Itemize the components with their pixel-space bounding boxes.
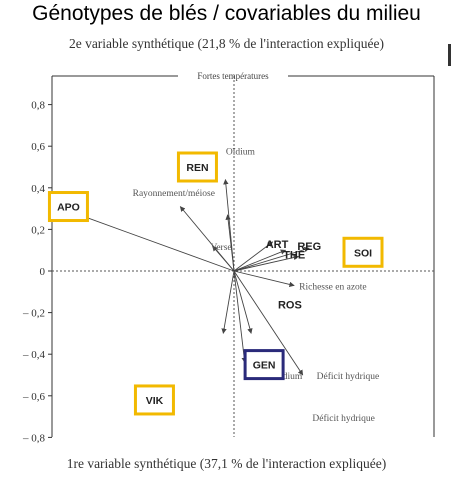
annotation-rayonnement-m-iose: Rayonnement/méiose <box>133 189 215 199</box>
y-tick-label: 0,4 <box>31 183 45 195</box>
genotype-label-apo: APO <box>57 202 80 214</box>
annotation-o-dium: Oïdium <box>273 372 303 382</box>
genotype-box-soi <box>342 236 384 268</box>
vector-verse <box>212 245 235 272</box>
genotype-box-vik <box>133 384 175 416</box>
genotype-label-soi: SOI <box>354 247 372 259</box>
y-tick-label: 0 <box>40 266 46 278</box>
genotype-label-gen: GEN <box>253 360 276 372</box>
genotype-box-ren <box>176 151 218 183</box>
genotype-label-reg: REG <box>297 241 321 253</box>
vector-vrep2 <box>233 249 287 272</box>
vector-vsoi <box>233 246 310 272</box>
genotype-label-art: ART <box>266 239 289 251</box>
annotation-o-dium: Oïdium <box>226 148 256 158</box>
vector-fortes-temp-ratures <box>225 214 235 272</box>
edge-mark <box>448 44 451 66</box>
annotation-verse: Verse <box>211 243 232 253</box>
genotype-label-ros: ROS <box>278 299 302 311</box>
y-tick-label: 0,6 <box>31 141 45 153</box>
y-tick-label: 0,2 <box>31 224 45 236</box>
annotation-d-ficit-hydrique: Déficit hydrique <box>312 413 375 424</box>
vector-o-dium <box>233 270 253 334</box>
y-tick-label: 0,8 <box>31 100 45 112</box>
page-title: Génotypes de blés / covariables du milie… <box>32 2 421 25</box>
vector-vrep3 <box>233 254 300 272</box>
genotype-label-the: THE <box>283 249 305 261</box>
top-axis-label: Fortes températures <box>197 71 269 81</box>
y-tick-label: – 0,4 <box>22 349 46 361</box>
vector-vgen2 <box>221 270 235 334</box>
genotype-box-apo <box>47 191 89 223</box>
y-tick-label: – 0,6 <box>22 391 46 403</box>
genotype-label-ren: REN <box>186 162 208 174</box>
y-tick-label: – 0,8 <box>22 432 46 444</box>
annotation-richesse-en-azote: Richesse en azote <box>299 283 367 293</box>
vector-d-ficit-hydrique <box>233 270 304 376</box>
genotype-label-vik: VIK <box>146 395 164 407</box>
vector-vgen1 <box>233 270 247 364</box>
genotype-box-gen <box>243 349 285 381</box>
x-axis-label: 1re variable synthétique (37,1 % de l'in… <box>66 456 387 471</box>
y-tick-label: – 0,2 <box>22 308 45 320</box>
vector-richesse-en-azote <box>233 270 295 288</box>
vector-vapo <box>78 213 235 272</box>
vector-vrep1 <box>233 241 274 272</box>
annotation-d-ficit-hydrique: Déficit hydrique <box>317 371 380 382</box>
chart-subtitle: 2e variable synthétique (21,8 % de l'int… <box>68 36 385 51</box>
